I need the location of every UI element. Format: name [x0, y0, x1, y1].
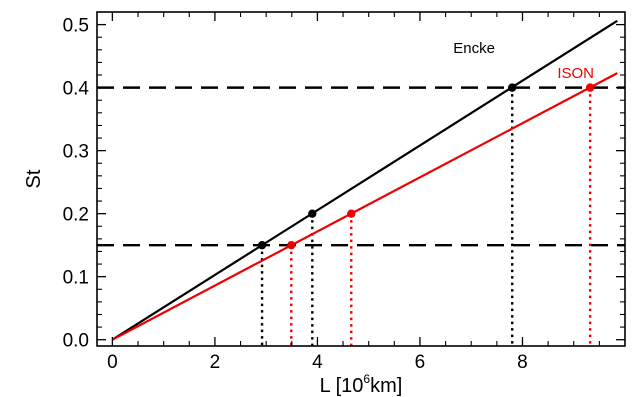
x-axis-title: L [106km]	[320, 372, 403, 397]
x-tick-label-3: 6	[415, 352, 426, 373]
point-ison-0	[287, 240, 296, 250]
y-tick-label-1: 0.1	[63, 268, 89, 289]
x-tick-label-0: 0	[107, 352, 118, 373]
x-axis-title-superscript: 6	[363, 372, 370, 386]
y-tick-label-3: 0.3	[63, 142, 89, 163]
y-axis-title: St	[23, 169, 45, 188]
y-tick-label-0: 0.0	[63, 331, 89, 352]
axis-ticks: 0 2 4 6 8 0.0 0.1 0.2 0.3 0.4 0.5	[63, 12, 625, 373]
series-line-encke	[111, 19, 618, 341]
y-tick-label-2: 0.2	[63, 205, 89, 226]
x-axis-title-prefix: L [10	[320, 375, 364, 397]
point-encke-1	[308, 209, 317, 218]
point-encke-2	[508, 83, 517, 92]
y-tick-label-4: 0.4	[63, 79, 90, 100]
series-label-encke: Encke	[453, 40, 495, 57]
plot-frame	[96, 11, 626, 347]
series-line-ison	[111, 72, 618, 341]
x-tick-label-2: 4	[312, 352, 323, 373]
x-axis-title-suffix: km]	[370, 375, 402, 397]
y-tick-label-5: 0.5	[63, 16, 89, 37]
x-tick-label-4: 8	[517, 352, 528, 373]
plot-content: Encke ISON	[97, 19, 625, 346]
point-ison-2	[585, 83, 595, 92]
series-label-ison: ISON	[557, 65, 594, 82]
x-tick-label-1: 2	[210, 352, 221, 373]
point-encke-0	[257, 240, 267, 250]
point-ison-1	[347, 209, 356, 218]
